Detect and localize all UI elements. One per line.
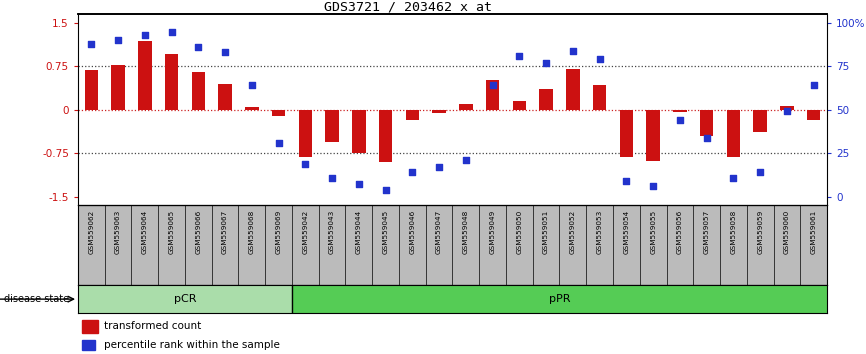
Bar bbox=[593, 85, 606, 110]
Text: GSM559060: GSM559060 bbox=[784, 209, 790, 253]
Point bbox=[165, 29, 178, 34]
Text: GSM559061: GSM559061 bbox=[811, 209, 817, 253]
Bar bbox=[191, 72, 205, 110]
Bar bbox=[566, 69, 579, 110]
Bar bbox=[218, 84, 232, 110]
Point bbox=[84, 41, 98, 46]
Text: GSM559049: GSM559049 bbox=[489, 209, 495, 253]
Point bbox=[619, 178, 633, 184]
Text: GSM559045: GSM559045 bbox=[383, 209, 389, 253]
Text: GSM559044: GSM559044 bbox=[356, 209, 362, 253]
Bar bbox=[85, 70, 98, 110]
Point bbox=[753, 170, 767, 175]
Bar bbox=[646, 110, 660, 161]
Point bbox=[352, 182, 365, 187]
Point bbox=[540, 60, 553, 65]
Bar bbox=[727, 110, 740, 157]
Text: transformed count: transformed count bbox=[104, 321, 202, 331]
Point bbox=[513, 53, 527, 59]
Point bbox=[807, 82, 821, 88]
Point bbox=[218, 50, 232, 55]
Bar bbox=[78, 285, 292, 313]
Point bbox=[272, 140, 286, 145]
Bar bbox=[486, 80, 500, 110]
Point bbox=[111, 38, 125, 43]
Text: GSM559067: GSM559067 bbox=[222, 209, 228, 253]
Text: GSM559051: GSM559051 bbox=[543, 209, 549, 253]
Point bbox=[325, 175, 339, 180]
Text: GSM559055: GSM559055 bbox=[650, 209, 656, 253]
Point bbox=[459, 157, 473, 163]
Point bbox=[780, 109, 794, 114]
Text: GSM559052: GSM559052 bbox=[570, 209, 576, 253]
Bar bbox=[112, 64, 125, 110]
Bar bbox=[272, 110, 285, 115]
Bar bbox=[245, 107, 259, 110]
Text: GSM559058: GSM559058 bbox=[730, 209, 736, 253]
Text: GSM559059: GSM559059 bbox=[757, 209, 763, 253]
Text: GSM559047: GSM559047 bbox=[436, 209, 443, 253]
Bar bbox=[459, 104, 473, 110]
Bar bbox=[139, 41, 152, 110]
Bar bbox=[352, 110, 365, 153]
Text: GSM559043: GSM559043 bbox=[329, 209, 335, 253]
Bar bbox=[673, 110, 687, 112]
Point bbox=[486, 82, 500, 88]
Point bbox=[700, 135, 714, 141]
Bar bbox=[165, 54, 178, 110]
Bar bbox=[432, 110, 446, 113]
Text: GSM559056: GSM559056 bbox=[677, 209, 683, 253]
Text: GSM559062: GSM559062 bbox=[88, 209, 94, 253]
Point bbox=[673, 117, 687, 123]
Text: disease state: disease state bbox=[4, 294, 69, 304]
Text: GSM559066: GSM559066 bbox=[196, 209, 201, 253]
Point bbox=[432, 164, 446, 170]
Point bbox=[727, 175, 740, 180]
Point bbox=[405, 170, 419, 175]
Text: GSM559057: GSM559057 bbox=[704, 209, 709, 253]
Text: GSM559046: GSM559046 bbox=[410, 209, 416, 253]
Point bbox=[138, 32, 152, 38]
Bar bbox=[292, 285, 827, 313]
Bar bbox=[753, 110, 766, 132]
Bar bbox=[700, 110, 714, 136]
Text: GSM559068: GSM559068 bbox=[249, 209, 255, 253]
Text: GSM559053: GSM559053 bbox=[597, 209, 603, 253]
Bar bbox=[405, 110, 419, 120]
Point bbox=[592, 57, 606, 62]
Bar bbox=[379, 110, 392, 162]
Bar bbox=[81, 320, 98, 333]
Text: pCR: pCR bbox=[174, 294, 197, 304]
Text: GSM559050: GSM559050 bbox=[516, 209, 522, 253]
Text: percentile rank within the sample: percentile rank within the sample bbox=[104, 340, 280, 350]
Point bbox=[191, 44, 205, 50]
Bar bbox=[807, 110, 820, 120]
Bar bbox=[620, 110, 633, 157]
Text: GSM559063: GSM559063 bbox=[115, 209, 121, 253]
Bar bbox=[299, 110, 312, 157]
Point bbox=[299, 161, 313, 166]
Text: GSM559042: GSM559042 bbox=[302, 209, 308, 253]
Text: GSM559054: GSM559054 bbox=[624, 209, 630, 253]
Text: GSM559065: GSM559065 bbox=[169, 209, 175, 253]
Text: GSM559064: GSM559064 bbox=[142, 209, 148, 253]
Point bbox=[566, 48, 580, 53]
Bar bbox=[81, 340, 95, 350]
Text: GSM559069: GSM559069 bbox=[275, 209, 281, 253]
Point bbox=[378, 187, 392, 193]
Bar bbox=[513, 101, 526, 110]
Point bbox=[646, 183, 660, 189]
Text: GSM559048: GSM559048 bbox=[462, 209, 469, 253]
Bar bbox=[780, 106, 793, 110]
Point bbox=[245, 82, 259, 88]
Bar bbox=[540, 90, 553, 110]
Bar bbox=[326, 110, 339, 142]
Text: pPR: pPR bbox=[549, 294, 570, 304]
Title: GDS3721 / 203462_x_at: GDS3721 / 203462_x_at bbox=[324, 0, 492, 13]
